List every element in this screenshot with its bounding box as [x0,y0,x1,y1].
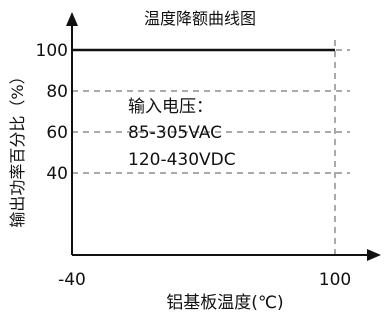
y-tick-label-100: 100 [36,41,68,61]
x-tick-label--40: -40 [58,270,86,290]
y-tick-label-80: 80 [46,82,68,102]
chart-title: 温度降额曲线图 [144,9,256,28]
x-tick-label-100: 100 [319,270,351,290]
annotation-input-voltage: 输入电压： [128,97,213,117]
y-tick-label-60: 60 [46,123,68,143]
annotation-ac-range: 85-305VAC [128,123,222,143]
annotation-dc-range: 120-430VDC [128,150,236,170]
x-axis-label: 铝基板温度(℃) [166,293,283,313]
y-tick-label-40: 40 [46,164,68,184]
y-axis-arrow [66,12,78,26]
grid-lines [72,40,350,255]
x-axis-arrow [367,249,381,261]
y-axis-label: 输出功率百分比（%） [8,68,27,227]
